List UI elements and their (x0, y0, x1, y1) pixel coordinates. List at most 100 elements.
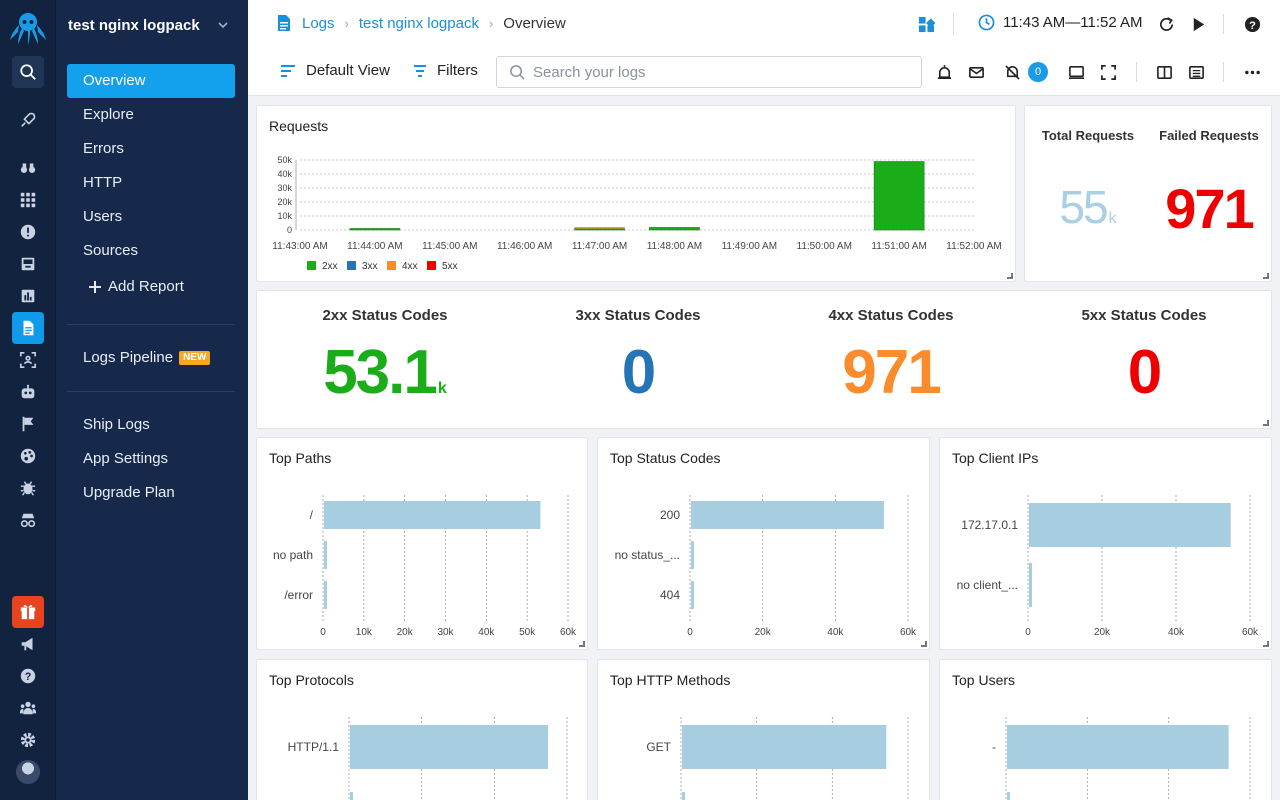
sidebar-item-overview[interactable]: Overview (67, 64, 235, 98)
filters-button[interactable]: Filters (413, 62, 478, 79)
divider (67, 391, 235, 392)
add-widget-icon[interactable] (916, 14, 936, 34)
search-logs-field[interactable] (496, 56, 922, 88)
total-requests-number: 55 (1059, 181, 1108, 233)
play-icon[interactable] (1188, 14, 1208, 34)
refresh-icon[interactable] (1156, 14, 1176, 34)
rocket-icon[interactable] (12, 104, 44, 136)
resize-handle[interactable] (579, 641, 585, 647)
bar (691, 581, 694, 609)
sidebar-item-explore[interactable]: Explore (83, 106, 134, 123)
category-label: 404 (660, 588, 680, 602)
panel-title: Top Client IPs (952, 450, 1039, 466)
scan-face-icon[interactable] (12, 344, 44, 376)
top-users-chart: - (992, 717, 1251, 800)
stat-4xx-value: 971 (842, 338, 941, 407)
sidebar-item-upgrade-plan[interactable]: Upgrade Plan (83, 484, 175, 501)
bar-2xx (649, 227, 700, 231)
monitor-icon[interactable] (1066, 62, 1086, 82)
category-label: / (310, 508, 314, 522)
sidebar-item-http[interactable]: HTTP (83, 174, 123, 191)
add-report-button[interactable]: Add Report (88, 278, 184, 295)
time-range-picker[interactable]: 11:43 AM—11:52 AM (978, 14, 1143, 31)
filter-icon (414, 64, 426, 77)
x-tick-label: 40k (827, 627, 844, 638)
user-avatar[interactable] (16, 760, 40, 784)
legend-swatch-4xx (387, 261, 396, 270)
logpack-title[interactable]: test nginx logpack (68, 17, 200, 34)
resize-handle[interactable] (921, 641, 927, 647)
new-badge: NEW (179, 351, 211, 366)
bar-2xx (873, 161, 925, 231)
octopus-logo-icon[interactable] (6, 8, 50, 48)
email-icon[interactable] (966, 62, 986, 82)
sidebar-item-ship-logs[interactable]: Ship Logs (83, 416, 150, 433)
sidebar-item-users[interactable]: Users (83, 208, 123, 225)
top-status-codes-panel: Top Status Codes 0 20k 40k 60k 200 no status_… (597, 437, 930, 650)
default-view-button[interactable]: Default View (280, 62, 390, 79)
bar (1007, 725, 1229, 769)
top-http-methods-panel: Top HTTP Methods GET (597, 659, 930, 800)
x-tick-label: 11:48:00 AM (647, 241, 702, 252)
megaphone-icon[interactable] (12, 628, 44, 660)
alert-circle-icon[interactable] (12, 216, 44, 248)
binoculars-icon[interactable] (12, 152, 44, 184)
chevron-right-icon: › (344, 15, 349, 31)
breadcrumb-logs[interactable]: Logs (302, 14, 335, 32)
divider (1223, 14, 1224, 34)
y-tick-label: 30k (277, 183, 292, 193)
table-view-icon[interactable] (1186, 62, 1206, 82)
x-tick-label: 11:45:00 AM (422, 241, 477, 252)
help-icon[interactable]: ? (12, 660, 44, 692)
team-icon[interactable] (12, 692, 44, 724)
search-icon[interactable] (12, 56, 44, 88)
sidebar-item-logs-pipeline[interactable]: Logs Pipeline NEW (67, 341, 235, 375)
category-label: /error (284, 588, 313, 602)
flag-icon[interactable] (12, 408, 44, 440)
alerts-muted-icon[interactable] (1002, 62, 1022, 82)
settings-gear-icon[interactable] (12, 724, 44, 756)
help-icon[interactable]: ? (1242, 14, 1262, 34)
palette-icon[interactable] (12, 440, 44, 472)
fullscreen-icon[interactable] (1098, 62, 1118, 82)
robot-icon[interactable] (12, 376, 44, 408)
x-tick-label: 11:44:00 AM (347, 241, 402, 252)
x-tick-label: 20k (397, 627, 414, 638)
x-tick-label: 11:49:00 AM (722, 241, 777, 252)
stat-4xx-label: 4xx Status Codes (828, 307, 954, 324)
gift-icon[interactable] (12, 596, 44, 628)
sidebar-item-app-settings[interactable]: App Settings (83, 450, 169, 467)
sidebar-item-sources[interactable]: Sources (83, 242, 139, 259)
spy-icon[interactable] (12, 504, 44, 536)
y-tick-label: 10k (277, 211, 292, 221)
svg-text:?: ? (1249, 19, 1256, 31)
chevron-down-icon[interactable] (216, 18, 230, 32)
resize-handle[interactable] (1007, 273, 1013, 279)
time-range-label: 11:43 AM—11:52 AM (1003, 14, 1143, 31)
resize-handle[interactable] (1263, 641, 1269, 647)
sidebar-item-errors[interactable]: Errors (83, 140, 124, 157)
search-logs-input[interactable] (533, 57, 913, 87)
resize-handle[interactable] (1263, 273, 1269, 279)
y-tick-label: 20k (277, 197, 292, 207)
x-tick-label: 40k (478, 627, 495, 638)
bug-icon[interactable] (12, 472, 44, 504)
more-options-icon[interactable] (1242, 62, 1262, 82)
x-tick-label: 50k (519, 627, 536, 638)
bar (682, 792, 685, 800)
logs-document-icon[interactable] (12, 312, 44, 344)
legend-label: 4xx (402, 261, 418, 272)
category-label: no path (273, 548, 313, 562)
divider (67, 324, 235, 325)
resize-handle[interactable] (1263, 420, 1269, 426)
panel-title: Top Paths (269, 450, 332, 466)
x-tick-label: 11:46:00 AM (497, 241, 552, 252)
inbox-icon[interactable] (12, 248, 44, 280)
grid-icon[interactable] (12, 184, 44, 216)
panel-title: Top Status Codes (610, 450, 721, 466)
split-view-icon[interactable] (1154, 62, 1174, 82)
alarm-bell-icon[interactable] (934, 62, 954, 82)
bar-chart-icon[interactable] (12, 280, 44, 312)
breadcrumb-logpack[interactable]: test nginx logpack (358, 14, 479, 32)
logs-document-icon (278, 15, 290, 31)
